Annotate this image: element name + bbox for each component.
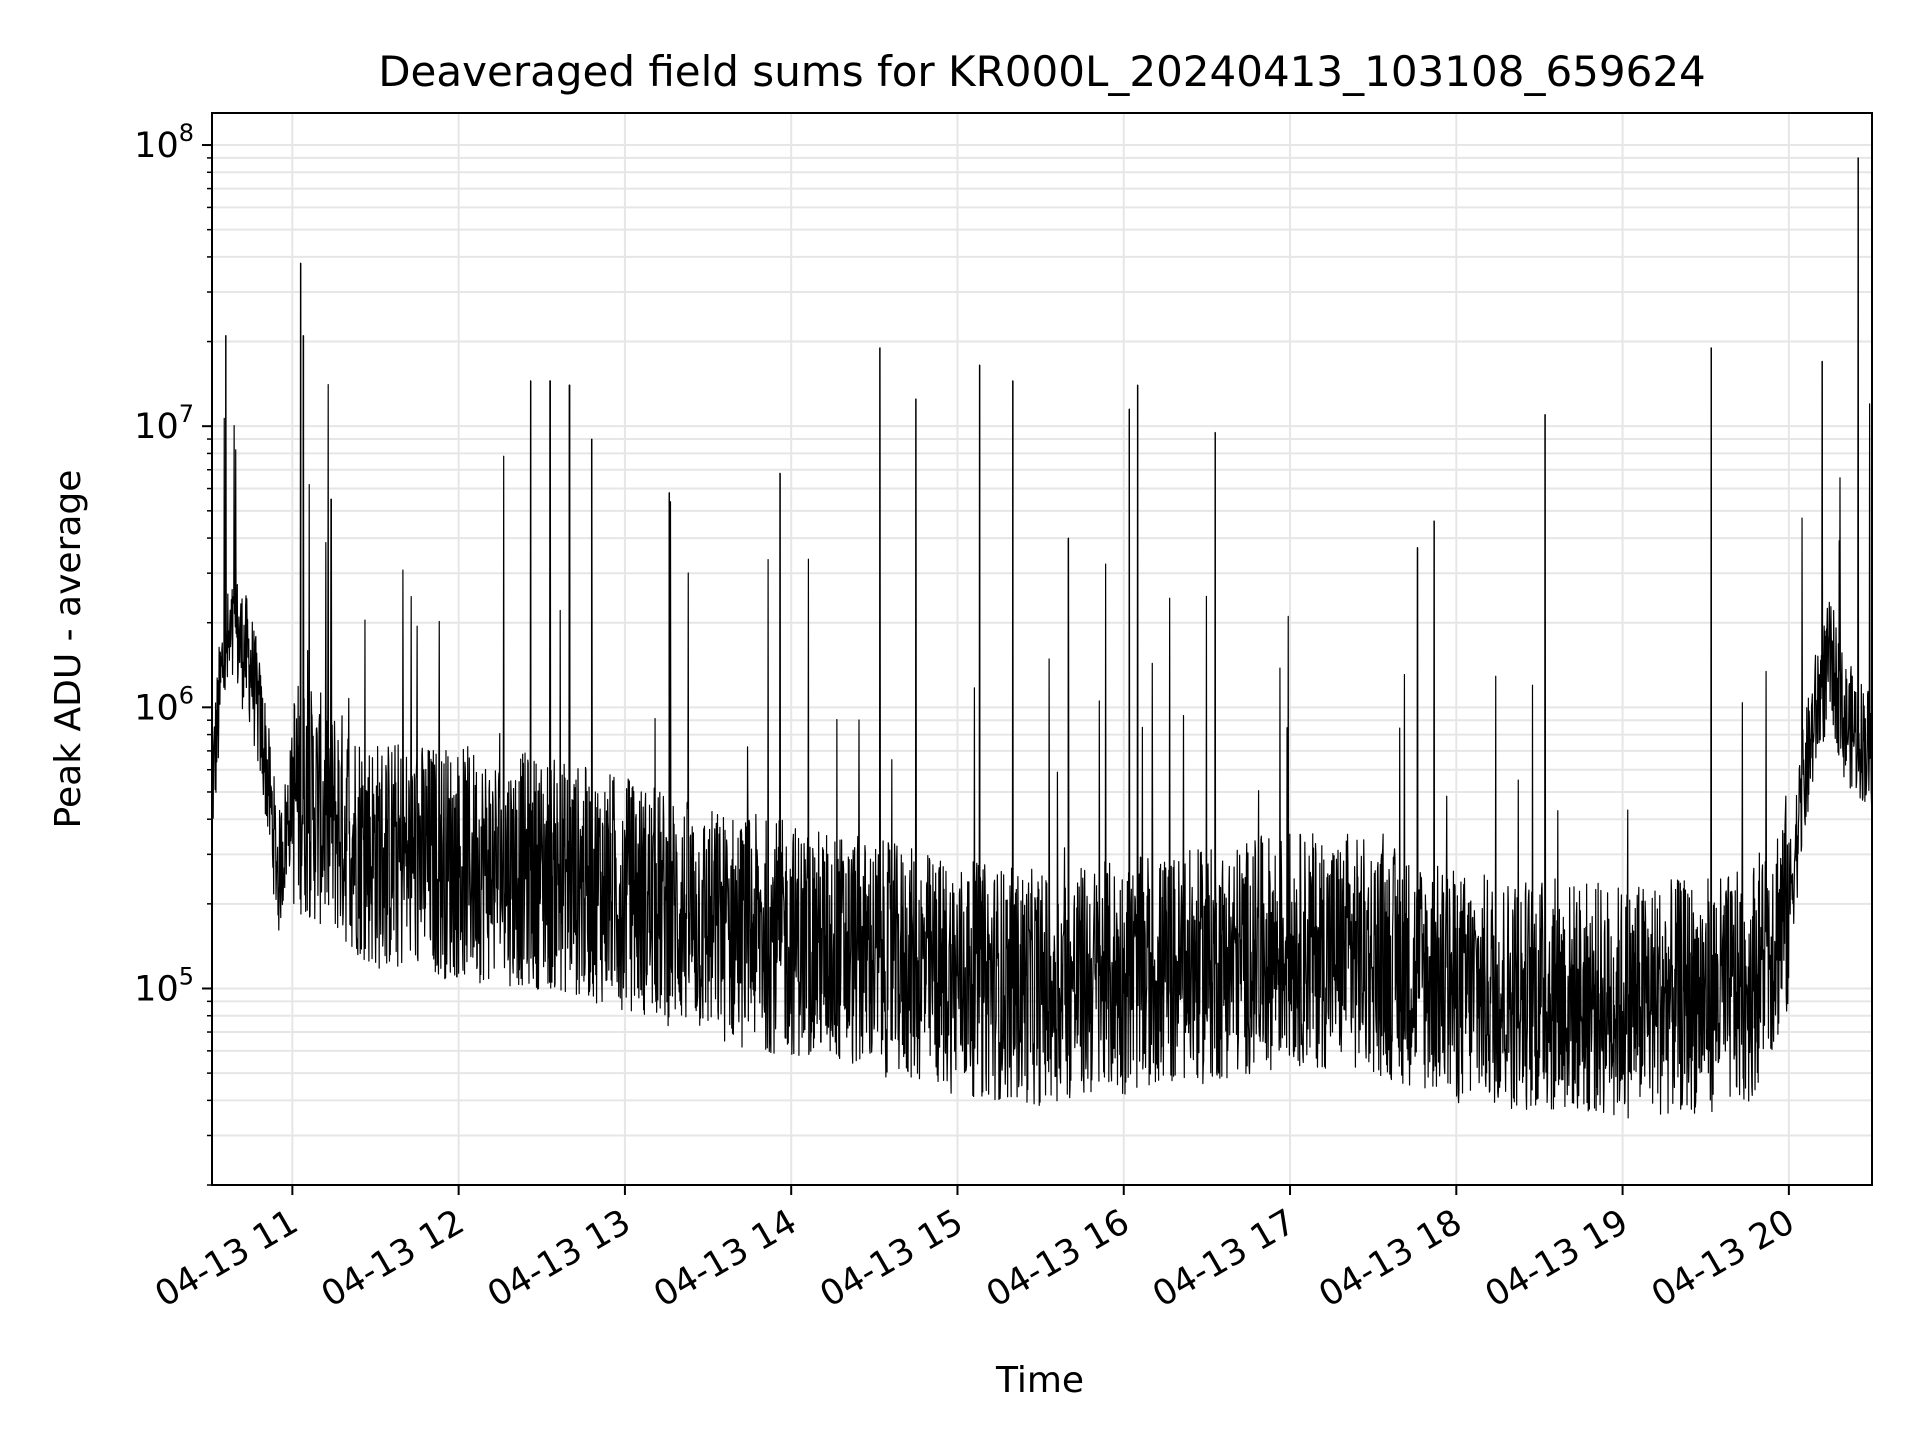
- y-axis: 105 106 107 108: [134, 119, 212, 1186]
- chart-title: Deaveraged field sums for KR000L_2024041…: [378, 47, 1706, 96]
- y-tick-label: 106: [134, 681, 194, 728]
- x-axis-label: Time: [995, 1360, 1084, 1401]
- data-series: [211, 157, 1873, 1119]
- series-line: [211, 157, 1873, 1119]
- y-tick-label: 107: [134, 400, 194, 447]
- y-tick-label: 108: [134, 119, 194, 166]
- y-tick-label: 105: [134, 962, 194, 1009]
- y-axis-label: Peak ADU - average: [48, 470, 89, 829]
- plot-frame: [211, 112, 1873, 1186]
